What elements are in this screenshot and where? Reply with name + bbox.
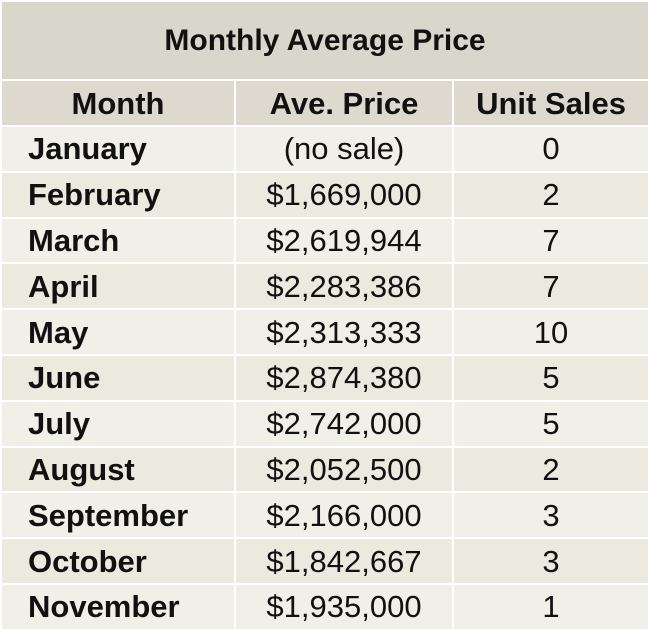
table-row: September $2,166,000 3 (0, 491, 648, 540)
month-cell: August (0, 445, 236, 494)
average-price-cell: $2,742,000 (234, 399, 454, 448)
table-header-row: Month Ave. Price Unit Sales (0, 79, 648, 127)
unit-sales-cell: 7 (451, 216, 648, 265)
average-price-cell: $1,842,667 (234, 537, 454, 585)
table-row: July $2,742,000 5 (0, 399, 648, 448)
average-price-cell: $1,935,000 (234, 582, 454, 631)
average-price-cell: $2,313,333 (234, 308, 454, 356)
month-cell: June (0, 353, 236, 402)
table-row: May $2,313,333 10 (0, 308, 648, 356)
month-cell: October (0, 537, 236, 585)
unit-sales-cell: 2 (451, 445, 648, 494)
average-price-cell: $2,619,944 (234, 216, 454, 265)
unit-sales-cell: 3 (451, 491, 648, 540)
unit-sales-cell: 2 (451, 170, 648, 219)
average-price-cell: $2,052,500 (234, 445, 454, 494)
month-cell: March (0, 216, 236, 265)
table-row: January (no sale) 0 (0, 125, 648, 173)
column-header-month: Month (0, 79, 236, 127)
month-cell: January (0, 125, 236, 173)
month-cell: February (0, 170, 236, 219)
average-price-cell: $1,669,000 (234, 170, 454, 219)
month-cell: November (0, 582, 236, 631)
average-price-cell: $2,874,380 (234, 353, 454, 402)
unit-sales-cell: 1 (451, 582, 648, 631)
table-title-row: Monthly Average Price (0, 0, 648, 81)
month-cell: April (0, 262, 236, 311)
table-row: March $2,619,944 7 (0, 216, 648, 265)
unit-sales-cell: 10 (451, 308, 648, 356)
average-price-cell: $2,283,386 (234, 262, 454, 311)
column-header-unit-sales: Unit Sales (451, 79, 648, 127)
average-price-cell: (no sale) (234, 125, 454, 173)
unit-sales-cell: 5 (451, 353, 648, 402)
table-row: August $2,052,500 2 (0, 445, 648, 494)
table-row: November $1,935,000 1 (0, 582, 648, 631)
table-row: June $2,874,380 5 (0, 353, 648, 402)
month-cell: September (0, 491, 236, 540)
table-row: February $1,669,000 2 (0, 170, 648, 219)
table-title: Monthly Average Price (0, 0, 648, 81)
unit-sales-cell: 5 (451, 399, 648, 448)
table-row: April $2,283,386 7 (0, 262, 648, 311)
unit-sales-cell: 7 (451, 262, 648, 311)
unit-sales-cell: 0 (451, 125, 648, 173)
month-cell: May (0, 308, 236, 356)
table-row: October $1,842,667 3 (0, 537, 648, 585)
unit-sales-cell: 3 (451, 537, 648, 585)
month-cell: July (0, 399, 236, 448)
column-header-average-price: Ave. Price (234, 79, 454, 127)
average-price-cell: $2,166,000 (234, 491, 454, 540)
